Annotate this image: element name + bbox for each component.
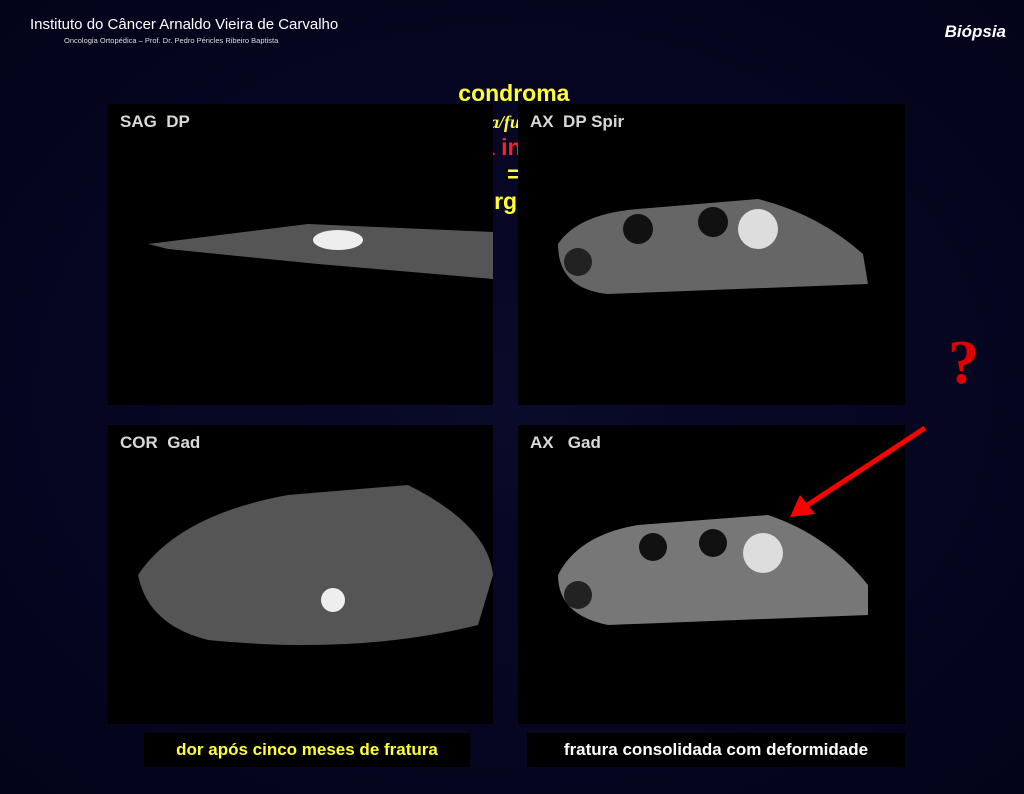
- panel-label: COR Gad: [120, 433, 201, 452]
- subtitle: Oncologia Ortopédica – Prof. Dr. Pedro P…: [64, 36, 279, 45]
- mri-image: [558, 515, 868, 625]
- mri-panel: AX DP Spir: [518, 104, 905, 405]
- institution: Instituto do Câncer Arnaldo Vieira de Ca…: [30, 16, 339, 33]
- mri-image: [138, 485, 493, 645]
- title-part: =: [507, 161, 521, 187]
- title-part: condroma: [458, 80, 570, 106]
- question-mark: ?: [948, 329, 979, 397]
- mri-panel: SAG DP: [108, 104, 493, 405]
- mri-panel: AX Gad: [518, 425, 905, 724]
- panel-label: SAG DP: [120, 112, 190, 131]
- section: Biópsia: [944, 22, 1006, 41]
- mri-image: [148, 224, 493, 279]
- caption: fratura consolidada com deformidade: [527, 733, 905, 767]
- panel-label: AX Gad: [530, 433, 601, 452]
- caption: dor após cinco meses de fratura: [144, 733, 470, 767]
- mri-image: [558, 199, 868, 294]
- mri-panel: COR Gad: [108, 425, 493, 724]
- panel-label: AX DP Spir: [530, 112, 625, 131]
